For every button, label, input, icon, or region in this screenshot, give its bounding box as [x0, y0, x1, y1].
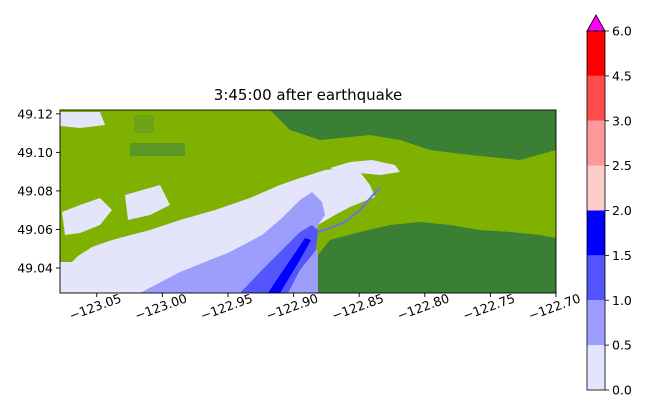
- y-tick-label: 49.04: [17, 260, 53, 275]
- colorbar-segment: [587, 300, 605, 346]
- flood-pocket-center: [125, 185, 170, 220]
- flood-depth-1.0-1.5: [240, 225, 318, 293]
- x-tick-label: −122.75: [461, 290, 517, 323]
- flood-pocket-northwest: [60, 112, 105, 128]
- upland-patch-northwest: [134, 115, 154, 133]
- map-title: 3:45:00 after earthquake: [213, 86, 403, 104]
- colorbar-tick-label: 0.0: [612, 383, 632, 398]
- flood-pocket-west: [62, 198, 112, 235]
- y-tick-label: 49.12: [17, 106, 53, 121]
- colorbar-segment: [587, 120, 605, 166]
- map-frame: [59, 109, 557, 294]
- north-shore-flood-strip: [330, 160, 400, 175]
- colorbar-extend-arrow: [586, 14, 606, 32]
- x-tick-label: −123.05: [67, 290, 123, 323]
- upland-terrain-southeast: [318, 222, 556, 293]
- x-tick-label: −122.95: [198, 290, 254, 323]
- x-tick-label: −123.00: [133, 290, 189, 323]
- colorbar-tick-label: 1.5: [612, 248, 632, 263]
- flood-depth-1.5-2.0: [268, 238, 311, 293]
- colorbar-tick-label: 0.5: [612, 338, 632, 353]
- colorbar: 0.0 0.5 1.0 1.5 2.0 2.5 3.0 4.5 6.0: [586, 14, 632, 398]
- x-tick-label: −122.90: [264, 290, 320, 323]
- x-axis: −123.05 −123.00 −122.95 −122.90 −122.85 −122.…: [67, 290, 582, 323]
- x-tick-label: −122.80: [395, 290, 451, 323]
- upland-terrain-north: [270, 110, 556, 160]
- x-tick-label: −122.85: [330, 290, 386, 323]
- y-tick-label: 49.08: [17, 183, 53, 198]
- map-area: [60, 110, 556, 293]
- colorbar-tick-label: 4.5: [612, 68, 632, 83]
- y-tick-label: 49.10: [17, 145, 53, 160]
- colorbar-segment: [587, 255, 605, 301]
- colorbar-segment: [587, 165, 605, 211]
- colorbar-tick-label: 1.0: [612, 293, 632, 308]
- y-tick-label: 49.06: [17, 222, 53, 237]
- colorbar-segment: [587, 345, 605, 390]
- colorbar-segment: [587, 31, 605, 76]
- colorbar-segment: [587, 210, 605, 256]
- colorbar-tick-label: 6.0: [612, 24, 632, 39]
- upland-patch-west: [130, 143, 185, 156]
- river-channel: [317, 187, 381, 233]
- x-tick-label: −122.70: [526, 290, 582, 323]
- y-axis: 49.04 49.06 49.08 49.10 49.12: [17, 106, 60, 275]
- colorbar-tick-label: 3.0: [612, 113, 632, 128]
- colorbar-tick-label: 2.5: [612, 158, 632, 173]
- colorbar-tick-label: 2.0: [612, 203, 632, 218]
- colorbar-segment: [587, 75, 605, 121]
